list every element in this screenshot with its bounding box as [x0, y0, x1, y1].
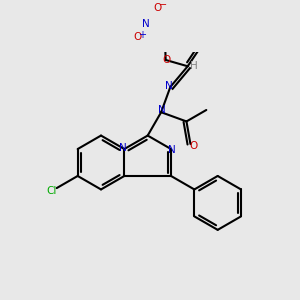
Text: O: O [134, 32, 142, 42]
Text: Cl: Cl [46, 186, 57, 196]
Text: N: N [164, 81, 172, 91]
Text: −: − [159, 0, 167, 10]
Text: H: H [190, 61, 198, 71]
Text: O: O [153, 2, 161, 13]
Text: O: O [163, 55, 171, 65]
Text: N: N [119, 143, 127, 153]
Text: N: N [168, 145, 176, 155]
Text: N: N [142, 19, 150, 29]
Text: N: N [158, 105, 166, 115]
Text: +: + [138, 29, 146, 40]
Text: O: O [189, 141, 197, 152]
